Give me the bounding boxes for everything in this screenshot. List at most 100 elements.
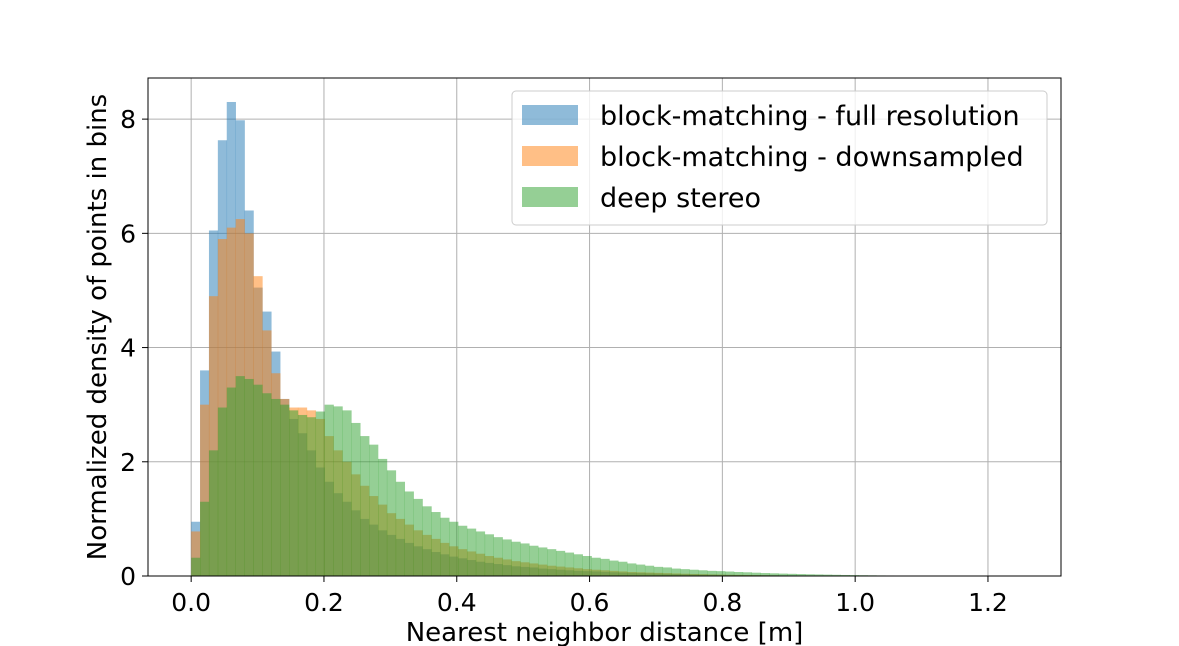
- legend-box: [511, 90, 1048, 226]
- histogram-bar: [404, 491, 414, 576]
- legend-swatch: [522, 105, 578, 125]
- x-axis-ticks: 0.0 0.2 0.4 0.6 0.8 1.0 1.2: [171, 576, 1008, 617]
- histogram-bar: [600, 558, 610, 576]
- histogram-bar: [564, 552, 575, 576]
- histogram-bar: [769, 573, 779, 576]
- x-tick-label: 0.8: [702, 588, 742, 617]
- histogram-bar: [378, 458, 388, 576]
- histogram-bar: [787, 573, 797, 576]
- histogram-bar: [555, 550, 566, 576]
- histogram-bar: [689, 569, 699, 576]
- histogram-bar: [529, 545, 539, 576]
- histogram-bar: [440, 517, 450, 576]
- histogram-bar: [644, 565, 655, 576]
- histogram-bar: [244, 378, 254, 576]
- histogram-bar: [698, 570, 708, 576]
- histogram-bar: [778, 573, 788, 576]
- histogram-bar: [217, 239, 228, 576]
- histogram-bar: [662, 567, 672, 576]
- legend-swatch: [522, 146, 578, 166]
- x-tick-label: 1.0: [835, 588, 875, 617]
- histogram-bar: [466, 528, 477, 576]
- histogram-bar: [200, 501, 210, 576]
- legend-label: block-matching - full resolution: [600, 101, 1020, 132]
- histogram-bar: [653, 566, 664, 576]
- y-axis-label: Normalized density of points in bins: [83, 94, 113, 560]
- y-tick-label: 4: [120, 334, 136, 363]
- histogram-bar: [191, 557, 201, 576]
- histogram-bar: [547, 549, 557, 576]
- x-tick-label: 0.2: [304, 588, 344, 617]
- histogram-bar: [796, 574, 806, 576]
- legend-swatch: [522, 187, 578, 207]
- x-axis-label: Nearest neighbor distance [m]: [406, 618, 804, 646]
- histogram-bar: [360, 436, 370, 576]
- histogram-bar: [413, 498, 423, 576]
- histogram-bar: [671, 568, 681, 576]
- histogram-bar: [733, 572, 744, 576]
- histogram-bar: [742, 572, 753, 576]
- histogram-bar: [591, 557, 601, 576]
- histogram-bar: [636, 564, 646, 576]
- plot-frame: [147, 77, 1062, 577]
- histogram-bar: [680, 569, 690, 576]
- histogram-bar: [573, 554, 583, 576]
- histogram-bar: [511, 541, 521, 576]
- y-tick-label: 2: [120, 448, 136, 477]
- histogram-bar: [449, 521, 459, 576]
- x-tick-label: 0.6: [570, 588, 610, 617]
- histogram-bar: [725, 571, 735, 576]
- histogram-bar: [369, 444, 379, 576]
- histogram-bar: [395, 481, 406, 576]
- histogram-bar: [351, 422, 361, 576]
- histogram-bar: [716, 571, 726, 576]
- histogram-bar: [751, 572, 761, 576]
- histogram-bar: [297, 414, 308, 576]
- y-axis-ticks: 0 2 4 6 8: [120, 105, 148, 591]
- histogram-bar: [208, 296, 219, 576]
- histogram-bar: [315, 411, 325, 576]
- x-tick-label: 0.4: [437, 588, 477, 617]
- legend-label: deep stereo: [600, 183, 761, 214]
- histogram-bar: [386, 470, 397, 576]
- histogram-bar: [538, 547, 548, 576]
- histogram-bar: [200, 404, 210, 576]
- histogram-bar: [813, 574, 824, 576]
- histogram-bar: [253, 384, 263, 576]
- histogram-bar: [306, 417, 317, 576]
- histogram-bar: [271, 398, 281, 576]
- histogram-bar: [484, 534, 494, 576]
- histogram-bar: [431, 512, 441, 576]
- histogram-bar: [822, 574, 833, 576]
- histogram-bar: [618, 561, 628, 576]
- y-tick-label: 6: [120, 219, 136, 248]
- histogram-bar: [262, 393, 272, 576]
- histogram-bar: [280, 404, 290, 576]
- histogram-bar: [582, 556, 592, 576]
- histogram-bar: [840, 574, 850, 576]
- histogram-bar: [502, 539, 512, 576]
- histogram-bar: [627, 563, 637, 576]
- histogram-bar: [458, 525, 468, 576]
- histogram-bar: [493, 537, 503, 576]
- histogram-bar: [217, 407, 228, 576]
- histogram-bar: [342, 410, 352, 576]
- histogram-bar: [609, 560, 619, 576]
- series-3: [191, 376, 939, 576]
- histogram-bar: [805, 574, 815, 576]
- histogram-bar: [324, 404, 334, 576]
- histogram-bar: [333, 406, 343, 576]
- x-tick-label: 0.0: [171, 588, 211, 617]
- x-tick-label: 1.2: [968, 588, 1008, 617]
- histogram-bar: [831, 574, 841, 576]
- legend: block-matching - full resolution block-ma…: [511, 90, 1048, 226]
- histogram-bar: [235, 376, 245, 576]
- y-tick-label: 8: [120, 105, 136, 134]
- histogram-bar: [208, 450, 219, 576]
- legend-label: block-matching - downsampled: [600, 142, 1024, 173]
- histogram-bar: [520, 543, 530, 576]
- y-tick-label: 0: [120, 562, 136, 591]
- histogram-bar: [707, 570, 717, 576]
- histogram-bars: [191, 101, 939, 577]
